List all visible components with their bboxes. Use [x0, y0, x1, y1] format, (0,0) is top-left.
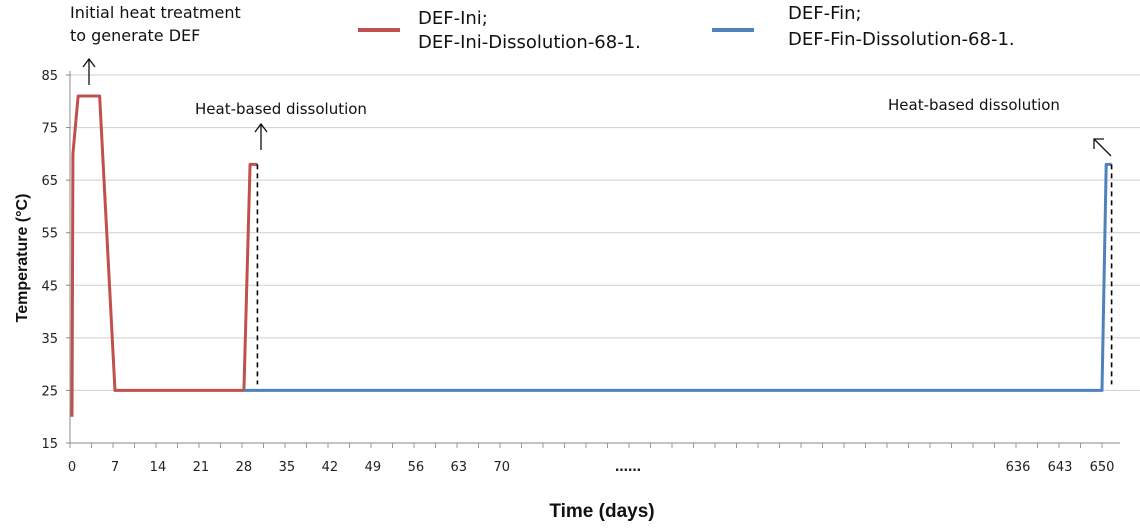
- x-tick-label: 63: [451, 460, 468, 475]
- y-tick-label: 65: [41, 174, 58, 189]
- legend-ini-line2: DEF-Ini-Dissolution-68-1.: [418, 32, 641, 53]
- y-tick-label: 45: [41, 279, 58, 294]
- x-axis-title: Time (days): [549, 501, 654, 522]
- x-tick-label: 70: [494, 460, 511, 475]
- x-tick-label: 7: [111, 460, 119, 475]
- series-line-def-fin: [243, 162, 1112, 392]
- x-tick-label: 643: [1048, 460, 1073, 475]
- annotation-dissolution-1: Heat-based dissolution: [195, 100, 367, 118]
- x-tick-label: 42: [322, 460, 339, 475]
- series-line-def-ini: [70, 94, 258, 417]
- x-tick-label: 28: [236, 460, 253, 475]
- arrow-initial: [82, 57, 96, 85]
- legend-fin-line1: DEF-Fin;: [788, 3, 862, 24]
- x-tick-label: 56: [408, 460, 425, 475]
- arrow-dissolution-1: [254, 122, 268, 150]
- y-tick-labels: 85 75 65 55 45 35 25 15: [41, 69, 70, 452]
- axes: [69, 71, 1120, 448]
- x-tick-label: 21: [193, 460, 210, 475]
- x-tick-label: 49: [365, 460, 382, 475]
- annotation-initial-line2: to generate DEF: [70, 26, 200, 45]
- y-tick-label: 35: [41, 332, 58, 347]
- x-tick-label: 35: [279, 460, 296, 475]
- y-tick-label: 75: [41, 122, 58, 137]
- series-lines: [70, 94, 1112, 417]
- dissolution-markers: [256, 164, 1113, 385]
- y-axis-title: Temperature (°C): [14, 194, 31, 323]
- grid-lines: [70, 74, 1140, 391]
- annotation-dissolution-2: Heat-based dissolution: [888, 96, 1060, 114]
- x-tick-labels: 0 7 14 21 28 35 42 49 56 63 70 …… 636 643 650: [68, 460, 1115, 475]
- x-tick-label: 0: [68, 460, 76, 475]
- x-axis-break-label: ……: [615, 460, 641, 475]
- arrow-dissolution-2: [1093, 138, 1112, 157]
- x-tick-label: 14: [150, 460, 167, 475]
- y-tick-label: 15: [41, 437, 58, 452]
- annotation-arrows: [82, 57, 1112, 157]
- legend-fin-line2: DEF-Fin-Dissolution-68-1.: [788, 29, 1015, 50]
- y-tick-label: 85: [41, 69, 58, 84]
- legend-ini-line1: DEF-Ini;: [418, 8, 488, 29]
- y-tick-label: 55: [41, 227, 58, 242]
- annotation-initial-line1: Initial heat treatment: [70, 3, 241, 22]
- x-tick-label: 650: [1090, 460, 1115, 475]
- x-tick-label: 636: [1006, 460, 1031, 475]
- y-tick-label: 25: [41, 384, 58, 399]
